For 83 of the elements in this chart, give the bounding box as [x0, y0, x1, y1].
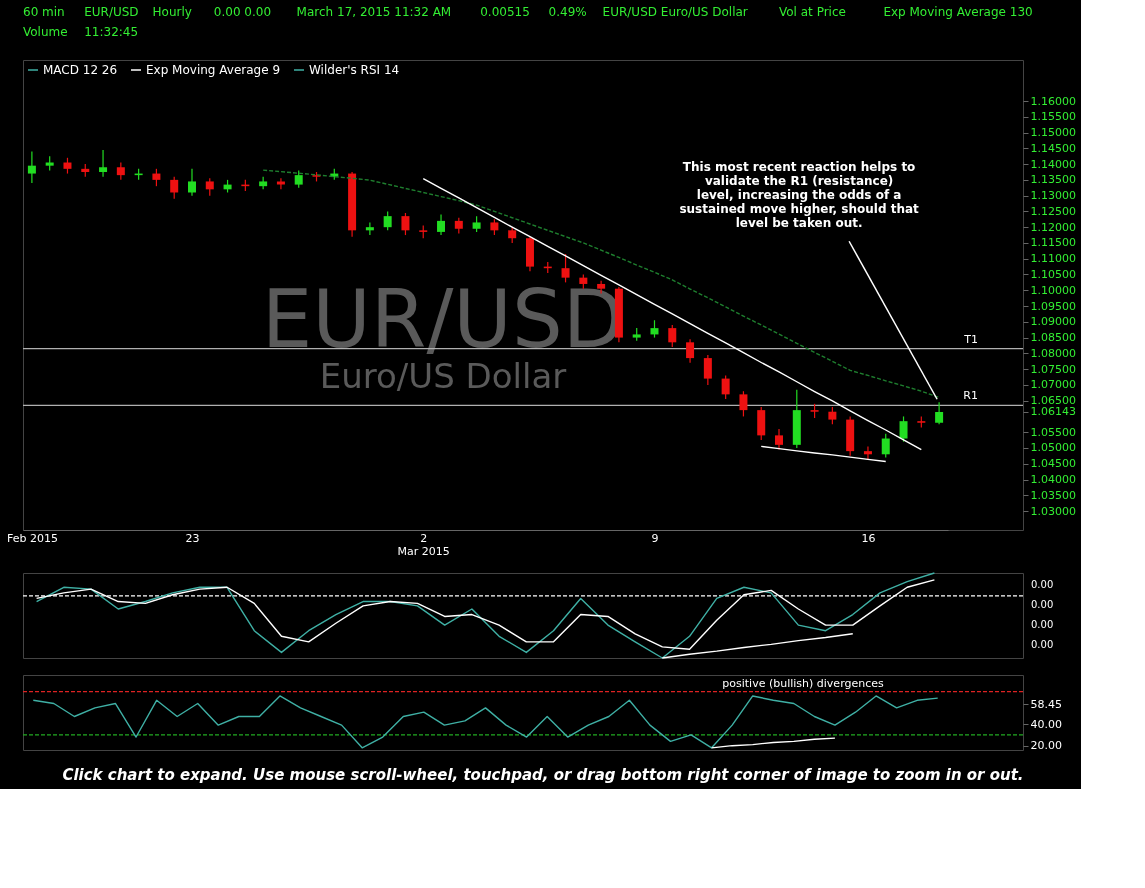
candlestick	[703, 354, 712, 386]
candlestick	[365, 221, 374, 236]
text: Hourly	[152, 5, 192, 19]
y-tick-label: 1.06500	[1030, 394, 1076, 408]
y-tick-label: 40.00	[1030, 717, 1062, 731]
y-tick-label: 1.05000	[1030, 441, 1076, 455]
text: 60 min	[23, 5, 65, 19]
y-tick-label: 1.05500	[1030, 425, 1076, 439]
text: 11:32:45	[84, 25, 139, 39]
x-tick-label: 2 Mar 2015	[397, 531, 450, 558]
y-tick-label: 1.09500	[1030, 299, 1076, 313]
text: 0.49%	[548, 5, 587, 19]
y-tick-label: 1.04000	[1030, 473, 1076, 487]
candlestick	[437, 213, 446, 236]
text: 0.00515	[480, 5, 530, 19]
text: 0.00	[1031, 639, 1054, 650]
text: 0.00	[1031, 599, 1054, 610]
y-tick-label: 1.13500	[1030, 173, 1076, 187]
y-tick-label: 1.14000	[1030, 157, 1076, 171]
text: 0.00	[1031, 619, 1054, 630]
y-tick-label: 1.04500	[1030, 457, 1076, 471]
candlestick	[739, 390, 748, 418]
text: Click chart to expand. Use mouse scroll-wheel, touchpad, or drag bottom right corner of image to zoom in or out.	[62, 766, 1024, 784]
text: 0.00	[1031, 579, 1054, 590]
line-series	[710, 737, 836, 749]
legend-label: Wilder's RSI 14	[309, 63, 400, 77]
candlestick	[686, 338, 695, 364]
y-tick-label: 1.10000	[1030, 283, 1076, 297]
y-tick-label: 1.08000	[1030, 346, 1076, 360]
y-tick-label: 1.16000	[1030, 94, 1076, 108]
y-tick-label: 1.11000	[1030, 252, 1076, 266]
candlestick	[935, 401, 944, 425]
x-tick-label: Feb 2015	[6, 531, 58, 545]
text: EUR/USD	[84, 5, 139, 19]
candlestick	[881, 433, 890, 459]
candlestick	[276, 177, 285, 190]
x-tick-label: 16	[861, 531, 876, 545]
candlestick	[187, 168, 196, 197]
candlestick	[668, 324, 677, 348]
line-series	[32, 695, 939, 749]
text: EUR/USD Euro/US Dollar	[602, 5, 748, 19]
text: Vol at Price	[779, 5, 846, 19]
text: Exp Moving Average 130	[883, 5, 1033, 19]
y-tick-label: 1.03500	[1030, 488, 1076, 502]
ref-line-label: R1	[963, 389, 978, 403]
candlestick	[401, 212, 410, 236]
y-tick-label: 1.14500	[1030, 141, 1076, 155]
legend-label: Exp Moving Average 9	[146, 63, 281, 77]
text: Volume	[23, 25, 68, 39]
candlestick	[561, 253, 570, 283]
x-tick-label: 9	[651, 531, 659, 545]
text: March 17, 2015 11:32 AM	[296, 5, 452, 19]
candlestick	[721, 374, 730, 400]
y-tick-label: 1.15000	[1030, 126, 1076, 140]
y-tick-label: 1.09000	[1030, 315, 1076, 329]
candlestick	[27, 150, 36, 184]
candlestick	[170, 176, 179, 200]
y-tick-label: 1.12500	[1030, 204, 1076, 218]
y-tick-label: 1.06143	[1030, 405, 1076, 419]
line-series	[760, 445, 887, 463]
candlestick	[99, 149, 108, 178]
y-tick-label: 1.07000	[1030, 378, 1076, 392]
y-tick-label: 1.11500	[1030, 236, 1076, 250]
candlestick	[259, 176, 268, 190]
annotation: This most recent reaction helps to validate the R1 (resistance) level, increasing the odds of a sustained move higher, should that level be taken out.	[679, 160, 920, 231]
y-tick-label: 1.13000	[1030, 189, 1076, 203]
x-tick-label: 23	[185, 531, 200, 545]
text: 0.00 0.00	[213, 5, 272, 19]
ref-line-label: T1	[963, 332, 978, 346]
candlestick	[899, 415, 908, 443]
candlestick	[383, 210, 392, 231]
y-tick-label: 1.08500	[1030, 331, 1076, 345]
y-tick-label: 1.07500	[1030, 362, 1076, 376]
y-tick-label: 1.15500	[1030, 110, 1076, 124]
y-tick-label: 20.00	[1030, 739, 1062, 753]
legend-label: MACD 12 26	[43, 63, 118, 77]
y-tick-label: 1.10500	[1030, 268, 1076, 281]
y-tick-label: 1.03000	[1030, 504, 1076, 518]
candlestick	[775, 428, 784, 451]
y-tick-label: 58.45	[1030, 697, 1062, 711]
y-tick-label: 1.12000	[1030, 220, 1076, 234]
candlestick	[863, 445, 872, 460]
annotation: positive (bullish) divergences	[722, 677, 884, 690]
